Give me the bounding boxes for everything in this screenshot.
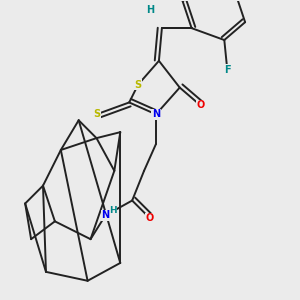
Text: H: H (109, 206, 117, 215)
Text: S: S (134, 80, 142, 90)
Text: F: F (224, 65, 231, 75)
Text: N: N (152, 109, 160, 119)
Text: O: O (196, 100, 205, 110)
Text: S: S (93, 109, 100, 119)
Text: H: H (146, 5, 154, 15)
Text: N: N (101, 210, 110, 220)
Text: O: O (146, 213, 154, 224)
